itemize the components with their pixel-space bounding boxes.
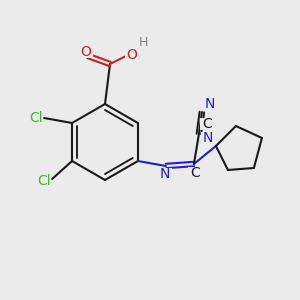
FancyBboxPatch shape [37, 175, 51, 187]
FancyBboxPatch shape [203, 98, 217, 110]
FancyBboxPatch shape [79, 46, 93, 58]
Text: H: H [138, 35, 148, 49]
Text: O: O [81, 45, 92, 59]
Text: Cl: Cl [37, 174, 51, 188]
FancyBboxPatch shape [136, 36, 150, 48]
Text: N: N [160, 167, 170, 181]
FancyBboxPatch shape [188, 167, 202, 179]
Text: C: C [202, 117, 212, 131]
Text: O: O [127, 48, 137, 62]
FancyBboxPatch shape [200, 118, 214, 130]
Text: Cl: Cl [29, 111, 43, 125]
Text: N: N [205, 97, 215, 111]
FancyBboxPatch shape [29, 112, 43, 124]
FancyBboxPatch shape [201, 132, 215, 144]
FancyBboxPatch shape [125, 49, 139, 61]
Text: C: C [190, 166, 200, 180]
FancyBboxPatch shape [158, 168, 172, 180]
Text: N: N [203, 131, 213, 145]
